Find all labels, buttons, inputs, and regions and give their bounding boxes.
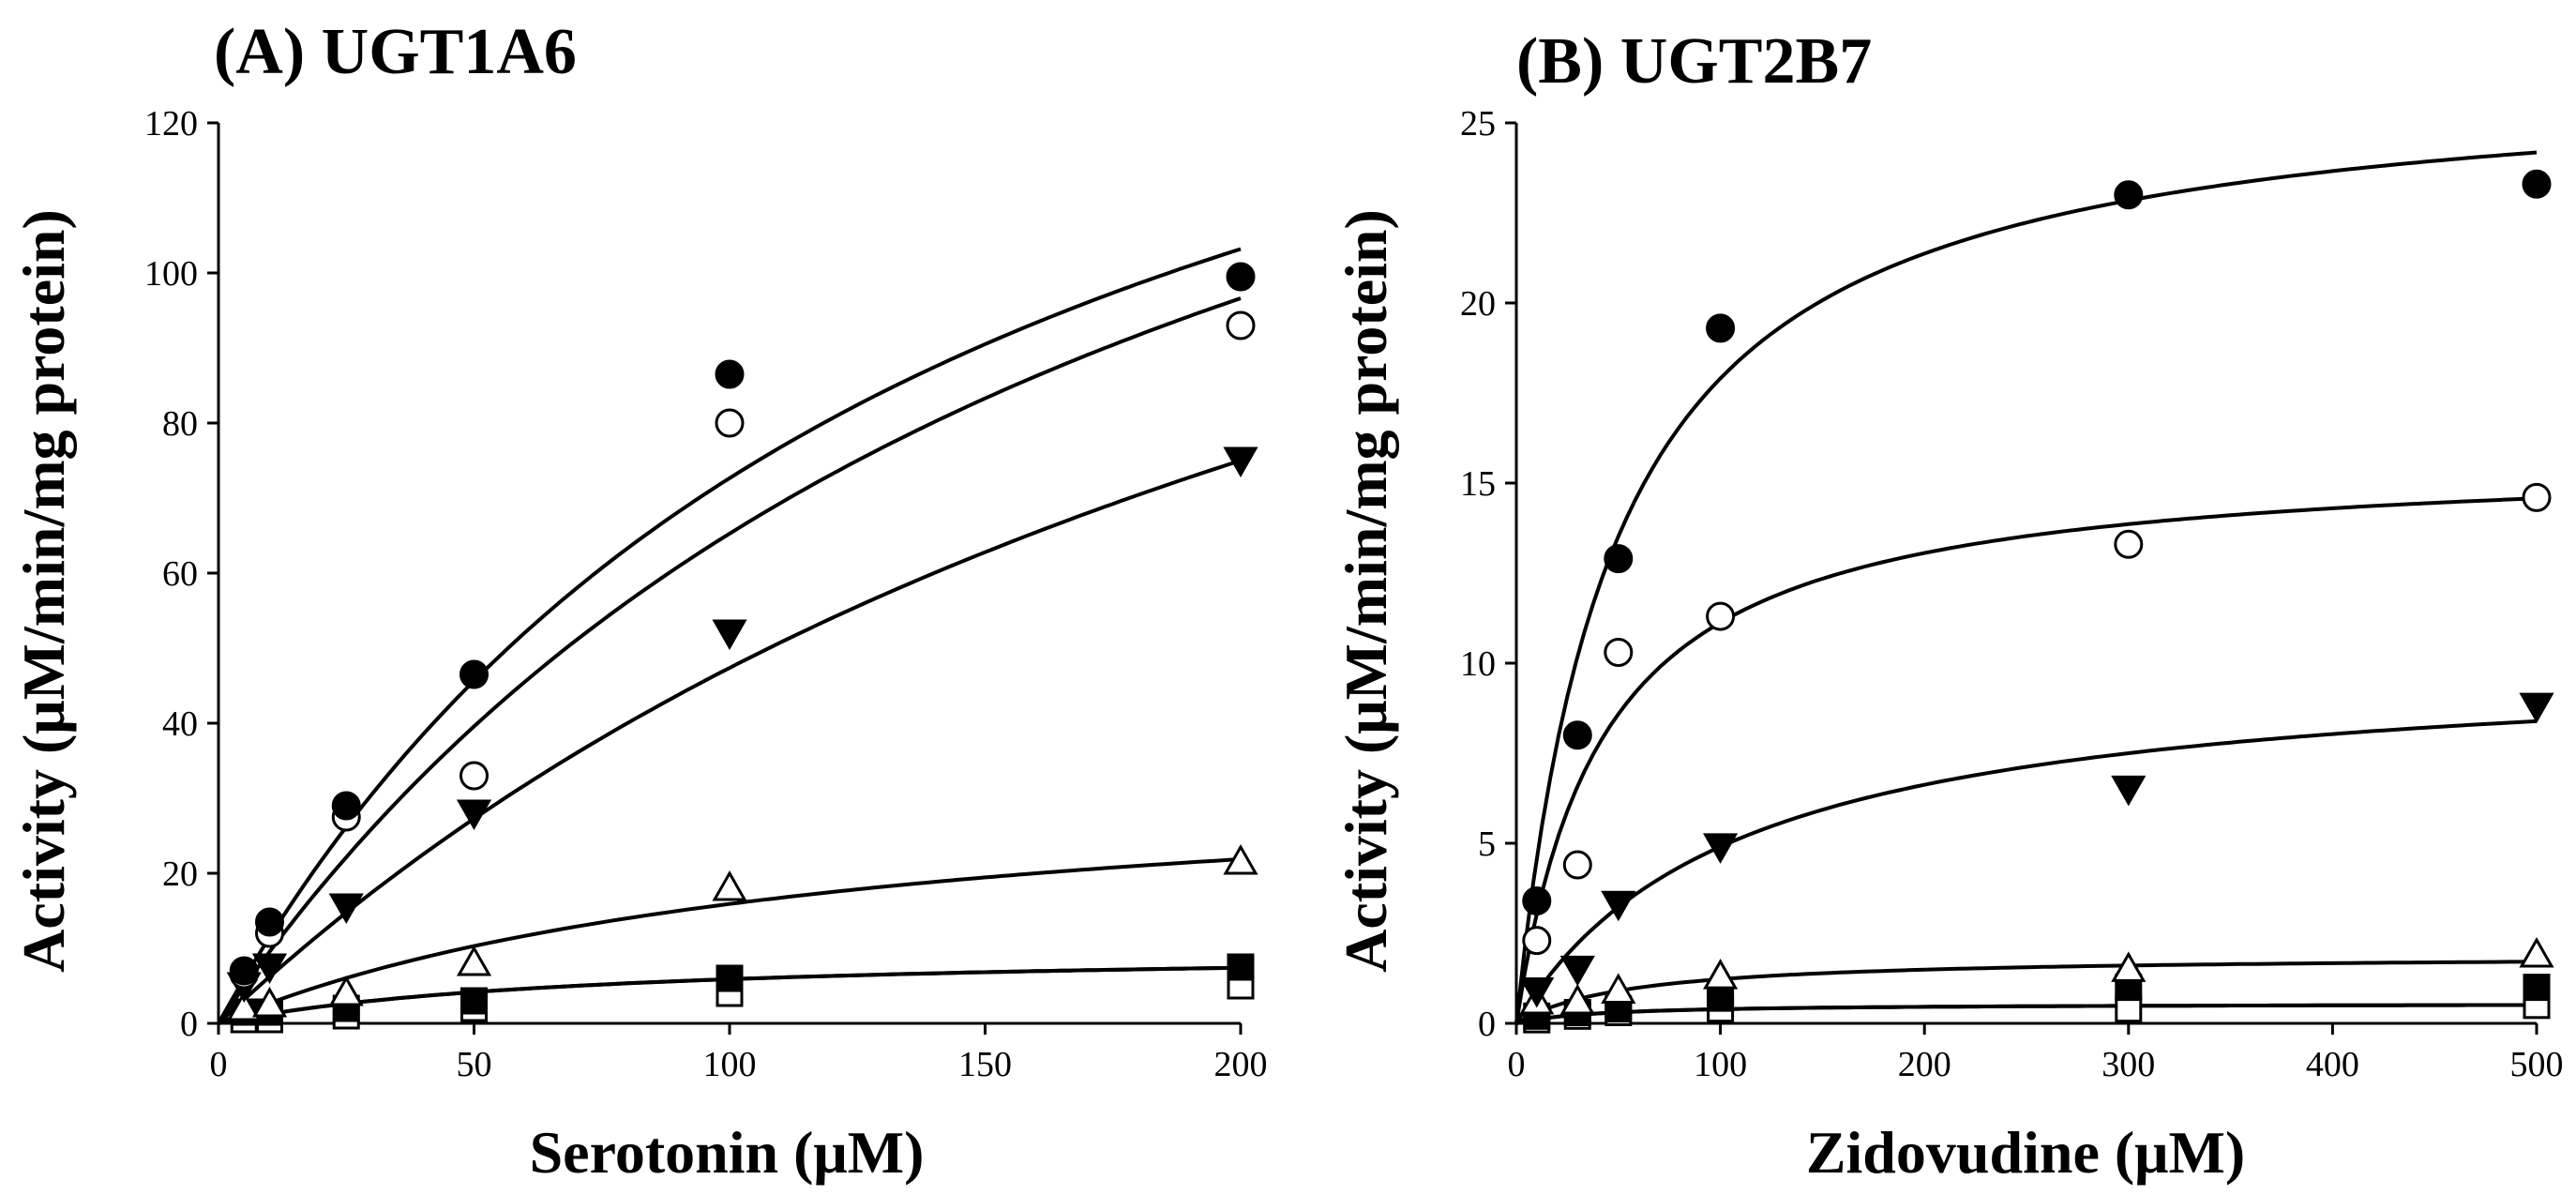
data-point-open-triangle-up [1223,843,1258,875]
y-tick-label: 5 [1478,824,1496,864]
data-point-filled-circle [1522,885,1552,915]
fit-curve-open-circle [217,296,1242,1025]
data-point-open-triangle-up [2519,937,2554,968]
chart-title: (B) UGT2B7 [1516,25,1872,98]
chart-panel-a: (A) UGT1A6 Activity (μM/min/mg protein) … [10,16,1268,1186]
x-tick-label: 500 [2510,1045,2564,1084]
data-point-open-triangle-up [712,870,747,901]
data-point-open-circle [1562,850,1592,880]
fit-curve-open-square [1515,1003,2538,1025]
plot-area: 0 5 10 15 20 25 0 100 200 300 400 500 [1460,104,2564,1084]
x-tick-label: 50 [457,1045,492,1084]
x-tick-label: 200 [1214,1045,1268,1084]
data-point-filled-circle [1562,720,1592,750]
data-point-filled-triangle-down [1223,446,1258,478]
plot-area: 0 20 40 60 80 100 120 0 50 100 150 200 [144,104,1268,1084]
x-tick-label: 150 [958,1045,1012,1084]
data-point-filled-square [1707,984,1735,1012]
data-point-open-triangle-up [226,990,262,1021]
y-tick-label: 60 [162,554,198,594]
data-point-filled-circle [1226,262,1256,292]
data-point-filled-square [2523,974,2551,1002]
y-tick-label: 20 [162,855,198,894]
data-point-open-circle [2114,529,2144,559]
data-point-filled-triangle-down [1559,955,1595,987]
fit-curve-open-circle [1514,496,2538,1024]
data-point-filled-circle [715,359,745,389]
data-point-filled-circle [1706,313,1736,343]
data-point-open-circle [459,761,489,791]
data-point-filled-circle [1604,544,1634,574]
x-axis-label: Serotonin (μM) [530,1119,925,1186]
data-point-open-triangle-up [1601,973,1636,1004]
data-point-open-triangle-up [2111,951,2147,982]
x-tick-label: 200 [1898,1045,1951,1084]
data-point-open-circle [1522,926,1552,956]
data-point-filled-circle [229,956,259,986]
x-tick-label: 400 [2306,1045,2359,1084]
data-point-filled-square [460,987,488,1015]
fit-curve-filled-circle [217,247,1242,1024]
data-point-filled-triangle-down [456,799,492,831]
data-point-filled-circle [255,907,284,937]
y-tick-label: 100 [144,254,198,294]
data-point-filled-square [716,964,744,992]
data-point-filled-triangle-down [1519,976,1555,1008]
data-point-filled-triangle-down [251,953,288,985]
x-tick-label: 0 [210,1045,228,1084]
y-tick-label: 0 [1478,1005,1496,1044]
y-tick-label: 15 [1460,464,1496,504]
fit-curve-open-triangle-up [218,857,1242,1025]
data-point-filled-circle [459,659,489,689]
fit-curve-open-triangle-up [1515,960,2537,1025]
data-point-open-circle [715,408,745,438]
chart-title: (A) UGT1A6 [214,16,577,88]
data-point-open-triangle-up [328,975,364,1006]
y-tick-label: 80 [162,404,198,444]
fit-curve-filled-triangle-down [217,459,1242,1025]
data-point-filled-square [1227,953,1255,981]
data-point-open-circle [1706,601,1736,631]
y-tick-label: 40 [162,704,198,744]
fit-curve-filled-circle [1514,150,2538,1024]
data-point-open-triangle-up [251,986,288,1018]
y-tick-label: 0 [180,1005,198,1044]
data-point-filled-triangle-down [1703,833,1739,864]
x-tick-label: 300 [2101,1045,2155,1084]
data-point-filled-triangle-down [712,619,747,651]
x-tick-label: 100 [703,1045,757,1084]
data-point-filled-triangle-down [328,893,364,925]
data-point-open-circle [2522,482,2552,512]
y-tick-label: 20 [1460,284,1496,324]
y-axis-label: Activity (μM/min/mg protein) [1333,209,1399,973]
data-point-filled-circle [331,791,361,821]
data-point-open-circle [1226,310,1256,340]
data-point-filled-circle [2114,180,2144,210]
y-tick-label: 10 [1460,644,1496,684]
x-tick-label: 100 [1694,1045,1747,1084]
data-point-filled-triangle-down [2111,775,2147,807]
data-point-filled-triangle-down [2519,692,2554,724]
data-point-filled-triangle-down [1601,890,1636,922]
data-point-open-triangle-up [1703,959,1739,990]
fit-curve-filled-triangle-down [1514,719,2538,1025]
x-tick-label: 0 [1508,1045,1526,1084]
data-point-open-triangle-up [1559,983,1595,1015]
y-tick-label: 120 [144,104,198,144]
y-axis-label: Activity (μM/min/mg protein) [10,209,77,973]
y-tick-label: 25 [1460,104,1496,144]
x-axis-label: Zidovudine (μM) [1806,1119,2245,1186]
chart-panel-b: (B) UGT2B7 Activity (μM/min/mg protein) … [1333,25,2564,1186]
data-point-open-triangle-up [456,945,492,976]
data-point-open-circle [1604,637,1634,667]
data-point-filled-circle [2522,169,2552,199]
